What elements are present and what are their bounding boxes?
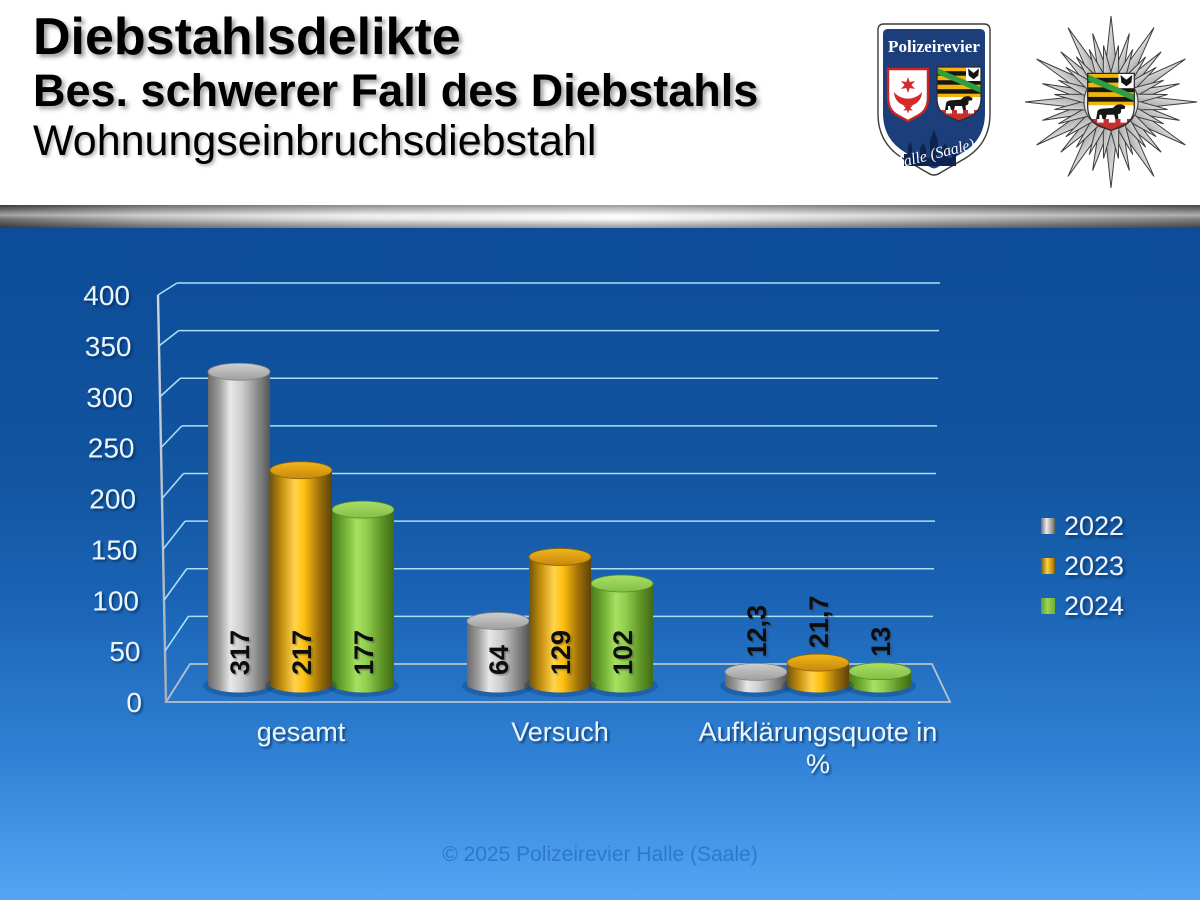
gridline-tick	[163, 568, 188, 601]
city-silhouette	[904, 130, 956, 166]
cylinder-top	[466, 612, 530, 630]
cylinder-top	[848, 662, 912, 681]
divider-bar	[0, 205, 1200, 228]
value-label: 317	[225, 630, 255, 675]
bar-cylinder-2023	[524, 548, 596, 697]
cylinder-top	[724, 662, 788, 681]
value-label: 21,7	[804, 596, 834, 649]
cylinder-body	[332, 509, 394, 684]
y-axis-label: 150	[91, 534, 138, 565]
bar-cylinder-2022	[203, 362, 275, 697]
gridline-tick	[159, 377, 181, 398]
y-axis-label: 0	[126, 687, 142, 718]
legend-swatch-2022	[1041, 518, 1055, 534]
cylinder-body	[208, 371, 270, 684]
bar-cylinder-2022	[462, 612, 534, 697]
y-axis-label: 350	[85, 331, 132, 362]
chart-legend: 2022 2023 2024	[1041, 506, 1124, 626]
cylinder-body	[270, 470, 332, 684]
chart-background	[0, 228, 1200, 900]
gridline-tick	[164, 615, 190, 652]
y-axis-label: 100	[92, 585, 139, 616]
bar-cylinder-2024	[844, 662, 916, 697]
y-axis-label: 200	[89, 484, 136, 515]
value-label: 129	[546, 630, 576, 675]
value-label: 217	[287, 630, 317, 675]
y-axis-label: 400	[83, 280, 130, 311]
value-label: 64	[484, 645, 514, 675]
title-line-2: Bes. schwerer Fall des Diebstahls	[33, 65, 759, 117]
value-label: 12,3	[742, 605, 772, 658]
chart-floor	[164, 663, 952, 703]
title-line-3: Wohnungseinbruchsdiebstahl	[33, 116, 597, 165]
cylinder-top	[786, 653, 850, 672]
header-band: Diebstahlsdelikte Bes. schwerer Fall des…	[0, 0, 1200, 205]
bar-cylinder-2022	[720, 662, 792, 697]
value-label: 102	[608, 630, 638, 675]
legend-label-2023: 2023	[1064, 550, 1125, 581]
legend-swatch-2023	[1041, 558, 1055, 574]
cylinder-top	[269, 461, 333, 480]
category-label: Aufklärungsquote in%	[699, 717, 938, 779]
copyright-text: © 2025 Polizeirevier Halle (Saale)	[442, 843, 758, 866]
gridline-tick	[162, 520, 186, 550]
legend-item-2022: 2022	[1041, 506, 1124, 546]
bar-cylinder-2023	[265, 461, 337, 697]
cylinder-top	[331, 500, 395, 519]
title-line-1: Diebstahlsdelikte	[33, 8, 461, 66]
y-axis-label: 50	[109, 636, 140, 667]
y-axis-label: 250	[88, 433, 135, 464]
category-label: Versuch	[511, 717, 609, 747]
legend-swatch-2024	[1041, 598, 1055, 614]
value-label: 177	[349, 630, 379, 675]
halle-arms	[886, 67, 930, 123]
police-star-logo	[1024, 15, 1198, 189]
legend-item-2023: 2023	[1041, 546, 1124, 586]
gridline-tick	[160, 425, 183, 449]
cylinder-top	[207, 362, 271, 381]
category-label: gesamt	[257, 717, 346, 747]
y-axis-label: 300	[86, 382, 133, 413]
cylinder-top	[528, 548, 592, 566]
police-logos: Polizeirevier Halle (Saale)	[877, 15, 1198, 189]
legend-label-2022: 2022	[1064, 510, 1125, 541]
bar-cylinder-2024	[327, 500, 399, 697]
badge-org-text: Polizeirevier	[888, 37, 980, 56]
value-label: 13	[866, 627, 896, 657]
polizeirevier-shield-logo: Polizeirevier Halle (Saale)	[877, 23, 991, 176]
bar-cylinder-2023	[782, 653, 854, 697]
title-block: Diebstahlsdelikte Bes. schwerer Fall des…	[33, 8, 758, 165]
cylinder-body	[529, 556, 591, 684]
legend-item-2024: 2024	[1041, 586, 1124, 626]
gridline-tick	[161, 472, 185, 500]
cylinder-body	[591, 583, 653, 684]
cylinder-top	[590, 574, 654, 593]
bar-cylinder-2024	[586, 574, 658, 697]
gridline-tick	[158, 329, 180, 347]
cylinder-body	[467, 620, 529, 684]
gridline-tick	[157, 282, 178, 296]
legend-label-2024: 2024	[1064, 590, 1125, 621]
